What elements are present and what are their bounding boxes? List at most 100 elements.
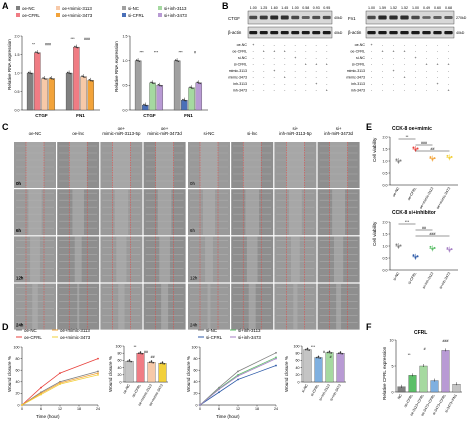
grid-mark: -	[274, 43, 276, 47]
wound-gap	[114, 189, 129, 236]
grid-mark: -	[415, 43, 417, 47]
data-point	[399, 244, 402, 247]
d-legend-right: si-NC si-CFRL si+inh-3113 si+inh-3473	[198, 328, 261, 340]
grid-mark: -	[274, 63, 276, 67]
data-point	[446, 154, 449, 157]
grid-mark: -	[426, 50, 428, 54]
grid-mark: -	[437, 56, 439, 60]
bar	[188, 87, 195, 111]
panel-a: oe-NC oe-CFRL oe+mimic-3113 oe+mimic-347…	[7, 6, 208, 118]
grid-mark: -	[305, 50, 307, 54]
a-legend-right: si-NC si-CFRL si+inh-3113 si+inh-3473	[122, 6, 187, 18]
data-point	[308, 349, 310, 351]
data-point	[190, 87, 193, 89]
grid-mark: -	[284, 56, 286, 60]
protein-band	[411, 15, 420, 20]
legend-label: oe-NC	[24, 328, 37, 333]
data-point	[416, 255, 419, 258]
data-point	[189, 86, 191, 88]
x-tick-label: si+inh-3113	[422, 272, 435, 290]
legend-label: oe-CFRL	[24, 335, 42, 340]
data-point	[35, 51, 37, 53]
legend-label: si+inh-3473	[238, 335, 261, 340]
grid-mark: -	[404, 43, 406, 47]
y-tick-label: 0.0	[123, 108, 128, 112]
legend-label: oe+mimic-3473	[60, 335, 91, 340]
data-point	[218, 391, 220, 394]
grid-mark: -	[426, 76, 428, 80]
legend-swatch	[16, 13, 20, 17]
grid-mark: -	[382, 56, 384, 60]
data-point	[397, 246, 400, 248]
b-ctgf-label: CTGF	[228, 16, 240, 21]
grid-mark: -	[274, 82, 276, 86]
legend-label: si+inh-3113	[164, 6, 187, 11]
grid-mark: -	[382, 63, 384, 67]
y-tick-label: 20	[16, 392, 20, 396]
y-tick-label: 10	[390, 338, 394, 342]
bar	[173, 60, 181, 111]
grid-mark: -	[426, 89, 428, 93]
bar	[408, 375, 417, 393]
b-actin-left-label: β-actin	[228, 30, 242, 35]
x-tick-label: 24	[96, 407, 100, 411]
series-line	[199, 365, 277, 406]
grid-mark: -	[295, 63, 297, 67]
wound-gap	[286, 142, 305, 188]
data-point	[450, 155, 453, 158]
data-point	[395, 243, 398, 246]
a-chart-left: 0.0 0.5 1.0 1.5 2.0 CTGF ** ### FN1 *** ###	[15, 34, 100, 118]
actin-band	[411, 31, 420, 35]
significance-mark: ##	[431, 147, 435, 151]
grid-mark: -	[437, 89, 439, 93]
data-point	[84, 76, 86, 79]
grid-mark: +	[326, 89, 328, 93]
significance-mark: ##	[151, 355, 155, 359]
series-line	[21, 372, 99, 406]
significance-mark: ##	[422, 226, 426, 230]
panel-b: CTGF β-actin 1.00 1.25 1.60 1.45 1.00 0.58 0.9…	[228, 6, 467, 93]
bar	[48, 78, 56, 111]
data-point	[196, 81, 199, 83]
grid-mark: +	[447, 63, 449, 67]
grid-mark: -	[393, 82, 395, 86]
grid-mark: -	[426, 56, 428, 60]
significance-mark: #	[424, 347, 426, 351]
significance-mark: ***	[70, 37, 75, 41]
y-tick-label: 40	[296, 366, 300, 370]
grid-mark: +	[436, 82, 438, 86]
data-point	[82, 76, 85, 78]
data-point	[97, 373, 99, 376]
data-point	[433, 246, 436, 249]
y-tick-label: 20	[194, 392, 198, 396]
grid-mark: -	[393, 56, 395, 60]
legend-swatch	[122, 13, 126, 17]
y-tick-label: 0.5	[383, 171, 388, 175]
e-ylabel-1: Cell viability	[372, 137, 377, 162]
protein-band	[444, 15, 453, 20]
grid-mark: -	[295, 50, 297, 54]
data-point	[177, 60, 180, 62]
grid-mark: -	[415, 76, 417, 80]
column-header: si+	[336, 126, 342, 131]
grid-mark: -	[326, 82, 328, 86]
data-point	[163, 362, 165, 365]
series-line	[199, 358, 277, 406]
x-tick-label: 0	[21, 407, 23, 411]
bar	[452, 384, 461, 393]
bar	[441, 350, 450, 393]
data-point	[339, 351, 342, 354]
actin-band	[280, 31, 289, 35]
y-tick-label: 1.5	[383, 147, 388, 151]
grid-mark: +	[273, 69, 275, 73]
grid-mark: -	[295, 69, 297, 73]
legend-label: si-NC	[128, 6, 139, 11]
grid-mark: -	[426, 43, 428, 47]
grid-mark: -	[274, 76, 276, 80]
grid-mark: -	[437, 43, 439, 47]
x-tick-label: si-CFRL	[310, 384, 320, 397]
data-point	[59, 372, 61, 374]
grid-mark: -	[263, 56, 265, 60]
data-point	[150, 81, 152, 83]
